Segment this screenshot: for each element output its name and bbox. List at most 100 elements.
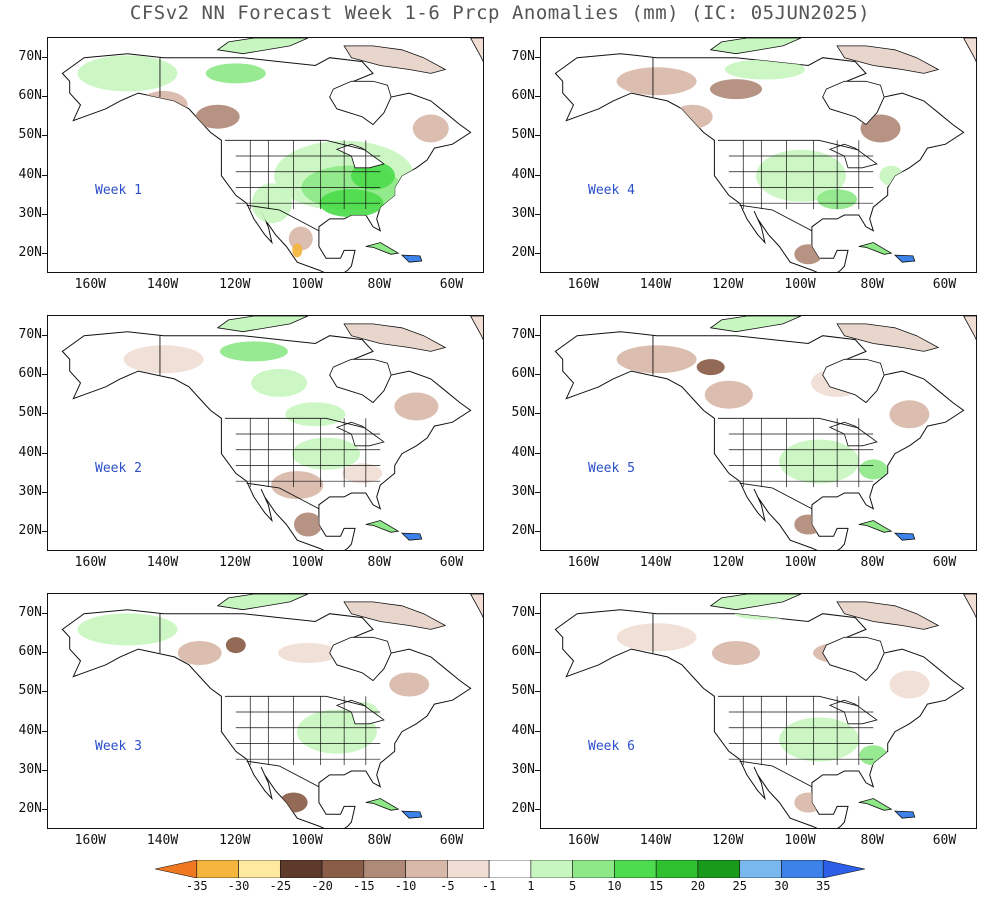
- longitude-label: 60W: [932, 833, 957, 848]
- us-canada-border: [818, 417, 859, 429]
- latitude-label: 70N: [511, 326, 535, 342]
- us-mexico-border: [278, 487, 320, 510]
- longitude-label: 80W: [367, 277, 391, 292]
- latitude-tick: [42, 96, 47, 97]
- anomaly-region: [285, 402, 346, 427]
- colorbar-label: -25: [269, 879, 292, 893]
- forecast-map-panel: Week 2: [47, 315, 484, 551]
- anomaly-region: [889, 670, 930, 699]
- hispaniola: [893, 810, 916, 819]
- baffin-island: [836, 601, 940, 630]
- us-canada-border: [325, 695, 366, 707]
- anomaly-region: [794, 514, 823, 535]
- week-label: Week 1: [95, 183, 142, 198]
- cuba: [365, 242, 400, 255]
- anomaly-region: [616, 623, 697, 652]
- colorbar-swatch: [530, 860, 573, 878]
- longitude-label: 120W: [219, 833, 251, 848]
- colorbar-label: 30: [774, 879, 789, 893]
- latitude-label: 40N: [18, 166, 42, 182]
- longitude-label: 60W: [932, 555, 957, 570]
- anomaly-region: [412, 114, 449, 143]
- latitude-label: 60N: [511, 644, 535, 659]
- us-mexico-border: [278, 765, 320, 788]
- latitude-tick: [42, 374, 47, 375]
- latitude-tick: [42, 691, 47, 693]
- longitude-label: 120W: [219, 555, 251, 570]
- us-mexico-border: [739, 204, 773, 211]
- longitude-label: 60W: [439, 555, 464, 570]
- anomaly-region: [734, 609, 795, 620]
- colorbar-label: 20: [690, 879, 706, 893]
- longitude-label: 140W: [146, 555, 179, 570]
- baffin-island: [343, 601, 447, 630]
- latitude-label: 70N: [18, 48, 42, 64]
- colorbar-label: 1: [527, 879, 535, 893]
- colorbar-swatch: [572, 860, 615, 878]
- hispaniola: [893, 532, 916, 541]
- latitude-label: 70N: [18, 604, 42, 620]
- greenland: [470, 594, 483, 619]
- latitude-label: 60N: [18, 88, 42, 103]
- latitude-tick: [535, 96, 540, 97]
- greenland: [470, 38, 483, 63]
- latitude-tick: [42, 56, 47, 58]
- latitude-label: 30N: [18, 206, 42, 221]
- cuba: [858, 798, 893, 811]
- colorbar-label: -35: [185, 879, 208, 893]
- latitude-tick: [42, 809, 47, 811]
- latitude-tick: [42, 334, 47, 336]
- longitude-label: 120W: [712, 555, 744, 570]
- colorbar-swatch: [739, 860, 782, 878]
- latitude-tick: [42, 135, 47, 137]
- latitude-tick: [42, 214, 47, 215]
- longitude-label: 120W: [712, 833, 744, 848]
- latitude-label: 70N: [511, 604, 535, 620]
- hudson-bay: [329, 636, 392, 682]
- anomaly-region: [779, 717, 860, 762]
- arctic-islands: [216, 38, 309, 55]
- map-canvas: [61, 316, 483, 550]
- anomaly-region: [177, 641, 222, 665]
- anomaly-region: [756, 149, 846, 202]
- us-mexico-border: [739, 760, 773, 767]
- latitude-label: 40N: [511, 722, 535, 738]
- forecast-map-panel: Week 4: [540, 37, 977, 273]
- greenland: [963, 594, 976, 619]
- longitude-label: 120W: [219, 277, 251, 292]
- us-canada-border: [325, 139, 366, 151]
- latitude-label: 40N: [18, 722, 42, 738]
- latitude-tick: [42, 730, 47, 732]
- latitude-tick: [535, 770, 540, 771]
- latitude-label: 50N: [18, 683, 42, 699]
- us-mexico-border: [771, 209, 813, 232]
- anomaly-region: [251, 368, 308, 397]
- us-mexico-border: [278, 209, 320, 232]
- continent-land: [554, 331, 965, 550]
- map-canvas: [554, 316, 976, 550]
- latitude-tick: [535, 334, 540, 336]
- arctic-islands: [216, 594, 309, 611]
- colorbar-swatch: [655, 860, 699, 878]
- continent-land: [554, 609, 965, 828]
- latitude-label: 50N: [18, 127, 42, 143]
- latitude-label: 50N: [511, 683, 535, 699]
- anomaly-region: [889, 400, 930, 429]
- anomaly-region: [195, 104, 240, 129]
- cuba: [365, 798, 400, 811]
- latitude-label: 20N: [18, 245, 42, 261]
- arctic-islands: [709, 316, 802, 333]
- longitude-label: 160W: [74, 833, 106, 848]
- colorbar-swatch: [488, 860, 532, 878]
- hudson-bay: [329, 358, 392, 404]
- anomaly-region: [794, 244, 823, 265]
- latitude-label: 20N: [511, 523, 535, 539]
- baffin-island: [836, 45, 940, 74]
- longitude-label: 140W: [146, 277, 179, 292]
- colorbar-label: 35: [816, 879, 831, 893]
- longitude-label: 140W: [639, 555, 672, 570]
- latitude-tick: [535, 413, 540, 415]
- latitude-label: 50N: [511, 127, 535, 143]
- latitude-label: 50N: [18, 405, 42, 421]
- longitude-label: 60W: [932, 277, 957, 292]
